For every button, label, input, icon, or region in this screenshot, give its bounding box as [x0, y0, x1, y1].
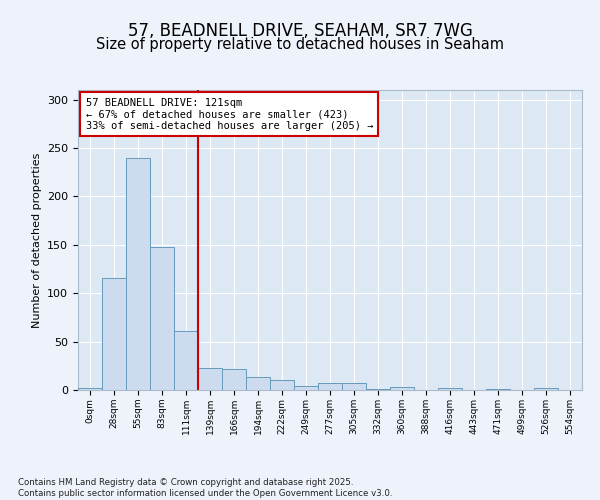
Bar — [174, 331, 198, 390]
Bar — [126, 158, 150, 390]
Bar — [150, 247, 174, 390]
Text: 57, BEADNELL DRIVE, SEAHAM, SR7 7WG: 57, BEADNELL DRIVE, SEAHAM, SR7 7WG — [128, 22, 472, 40]
Bar — [318, 383, 342, 390]
Bar — [198, 368, 222, 390]
Bar — [102, 278, 126, 390]
Y-axis label: Number of detached properties: Number of detached properties — [32, 152, 41, 328]
Text: 57 BEADNELL DRIVE: 121sqm
← 67% of detached houses are smaller (423)
33% of semi: 57 BEADNELL DRIVE: 121sqm ← 67% of detac… — [86, 98, 373, 130]
Bar — [78, 388, 102, 390]
Bar — [342, 383, 366, 390]
Text: Size of property relative to detached houses in Seaham: Size of property relative to detached ho… — [96, 38, 504, 52]
Bar — [246, 378, 270, 390]
Text: Contains HM Land Registry data © Crown copyright and database right 2025.
Contai: Contains HM Land Registry data © Crown c… — [18, 478, 392, 498]
Bar — [486, 389, 510, 390]
Bar — [390, 387, 414, 390]
Bar — [270, 380, 294, 390]
Bar — [294, 386, 318, 390]
Bar — [534, 388, 558, 390]
Bar — [222, 368, 246, 390]
Bar — [438, 388, 462, 390]
Bar — [366, 389, 390, 390]
